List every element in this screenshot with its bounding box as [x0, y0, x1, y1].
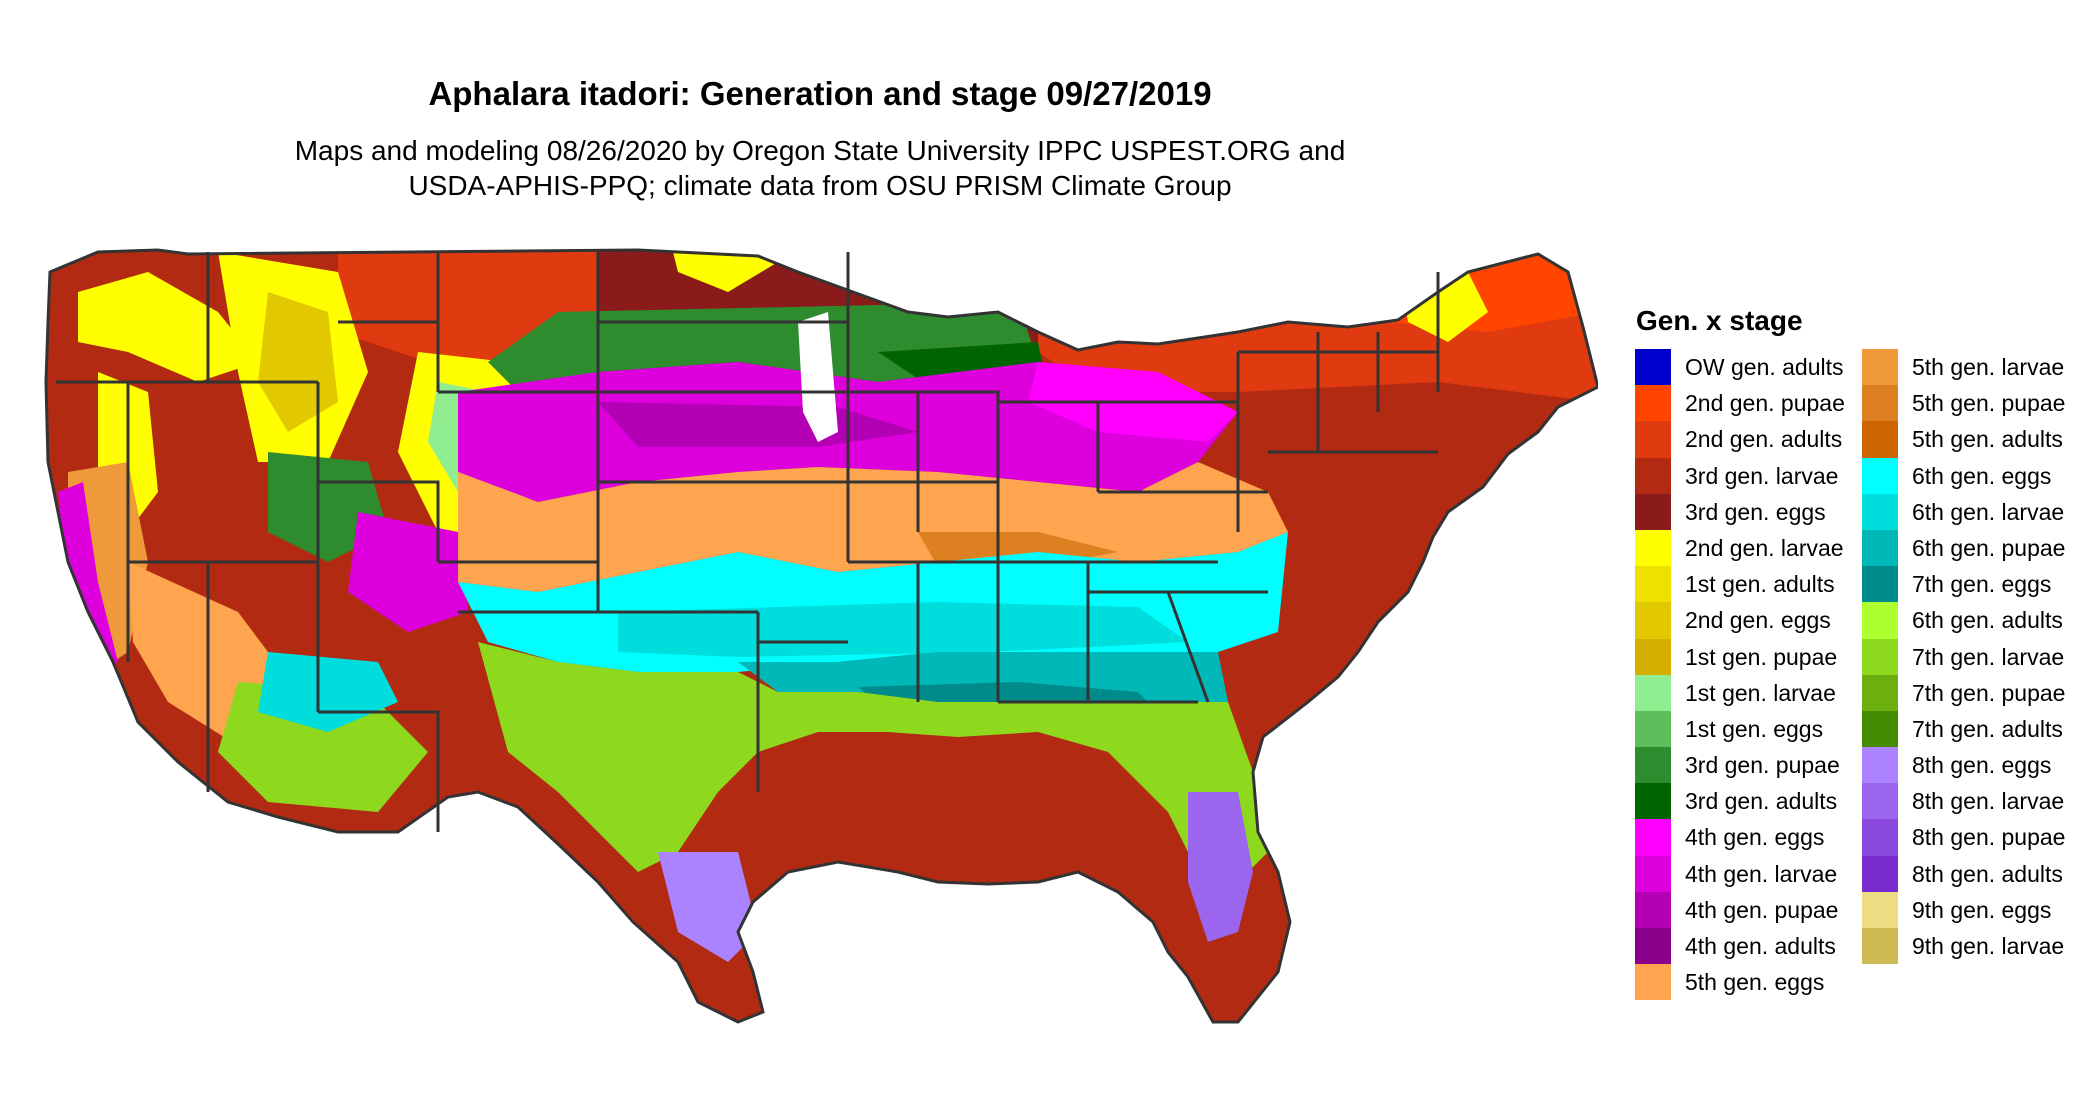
legend-label: 8th gen. pupae — [1912, 824, 2066, 851]
legend-swatch — [1635, 457, 1671, 494]
legend-swatch — [1635, 493, 1671, 530]
legend-swatch — [1635, 783, 1671, 820]
legend-label: 9th gen. larvae — [1912, 933, 2065, 959]
legend-label: 4th gen. adults — [1685, 933, 1836, 959]
legend-label: 3rd gen. eggs — [1685, 498, 1826, 525]
legend-title: Gen. x stage — [1636, 305, 1803, 336]
legend-swatch — [1862, 710, 1898, 748]
legend-label: 2nd gen. pupae — [1685, 390, 1845, 417]
legend-label: 8th gen. larvae — [1912, 788, 2065, 815]
state-borders — [44, 248, 1598, 1024]
legend-swatch — [1635, 747, 1671, 784]
legend-swatch — [1635, 819, 1671, 856]
legend-swatch — [1635, 529, 1671, 567]
legend-label: 9th gen. eggs — [1912, 896, 2052, 923]
legend-swatch — [1862, 891, 1898, 928]
map-subtitle-line-1: Maps and modeling 08/26/2020 by Oregon S… — [294, 135, 1346, 166]
legend-label: 5th gen. larvae — [1912, 354, 2065, 380]
legend-label: 1st gen. adults — [1685, 571, 1835, 598]
legend-swatch — [1862, 493, 1898, 530]
legend-swatch — [1862, 783, 1898, 820]
legend-label: 6th gen. adults — [1912, 607, 2063, 634]
legend-label: 1st gen. pupae — [1685, 643, 1838, 670]
legend-label: 6th gen. pupae — [1912, 534, 2066, 561]
legend-label: 2nd gen. adults — [1685, 426, 1843, 453]
legend-label: 1st gen. eggs — [1685, 715, 1824, 742]
legend-swatch — [1862, 819, 1898, 856]
legend-swatch — [1862, 349, 1898, 386]
legend-label: 7th gen. eggs — [1912, 571, 2052, 598]
legend-label: 7th gen. larvae — [1912, 643, 2065, 670]
legend-label: 2nd gen. eggs — [1685, 607, 1831, 634]
legend-swatch — [1862, 855, 1898, 892]
legend-swatch — [1635, 385, 1671, 422]
legend-swatch — [1635, 674, 1671, 711]
legend-swatch — [1862, 674, 1898, 711]
legend-swatch — [1635, 855, 1671, 892]
legend-label: 3rd gen. adults — [1685, 788, 1838, 815]
legend-label: 4th gen. larvae — [1685, 860, 1838, 887]
legend-label: 1st gen. larvae — [1685, 679, 1836, 706]
legend-label: 3rd gen. pupae — [1685, 752, 1840, 779]
legend-swatch — [1635, 710, 1671, 748]
legend-swatch — [1635, 421, 1671, 458]
legend-label: 5th gen. adults — [1912, 426, 2063, 453]
legend-swatch — [1862, 602, 1898, 639]
legend-swatch — [1862, 928, 1898, 965]
legend-swatch — [1635, 638, 1671, 675]
legend-label: OW gen. adults — [1685, 354, 1844, 380]
legend-swatch — [1635, 891, 1671, 928]
legend-swatch — [1635, 602, 1671, 639]
legend-swatch — [1862, 747, 1898, 784]
legend-label: 5th gen. eggs — [1685, 969, 1825, 996]
legend-swatch — [1862, 385, 1898, 422]
map-title: Aphalara itadori: Generation and stage 0… — [428, 75, 1212, 112]
legend-swatch — [1862, 457, 1898, 494]
legend-swatch — [1862, 421, 1898, 458]
legend-label: 6th gen. eggs — [1912, 462, 2052, 489]
legend-label: 3rd gen. larvae — [1685, 462, 1839, 489]
us-generation-stage-map — [44, 248, 1598, 1024]
legend-label: 4th gen. pupae — [1685, 896, 1839, 923]
legend-swatch — [1635, 964, 1671, 1001]
legend-swatch — [1862, 566, 1898, 603]
legend-label: 6th gen. larvae — [1912, 498, 2065, 525]
legend-label: 2nd gen. larvae — [1685, 534, 1844, 561]
legend-swatch — [1635, 349, 1671, 386]
legend-label: 4th gen. eggs — [1685, 824, 1825, 851]
legend-label: 5th gen. pupae — [1912, 390, 2066, 417]
legend-label: 7th gen. pupae — [1912, 679, 2066, 706]
legend-swatch — [1862, 529, 1898, 567]
stage-color-regions — [46, 250, 1598, 1022]
legend-label: 7th gen. adults — [1912, 715, 2063, 742]
legend-label: 8th gen. eggs — [1912, 752, 2052, 779]
legend-swatch — [1635, 566, 1671, 603]
legend-swatch — [1862, 638, 1898, 675]
map-subtitle-line-2: USDA-APHIS-PPQ; climate data from OSU PR… — [408, 170, 1232, 201]
legend-label: 8th gen. adults — [1912, 860, 2063, 887]
legend-swatch — [1635, 928, 1671, 965]
